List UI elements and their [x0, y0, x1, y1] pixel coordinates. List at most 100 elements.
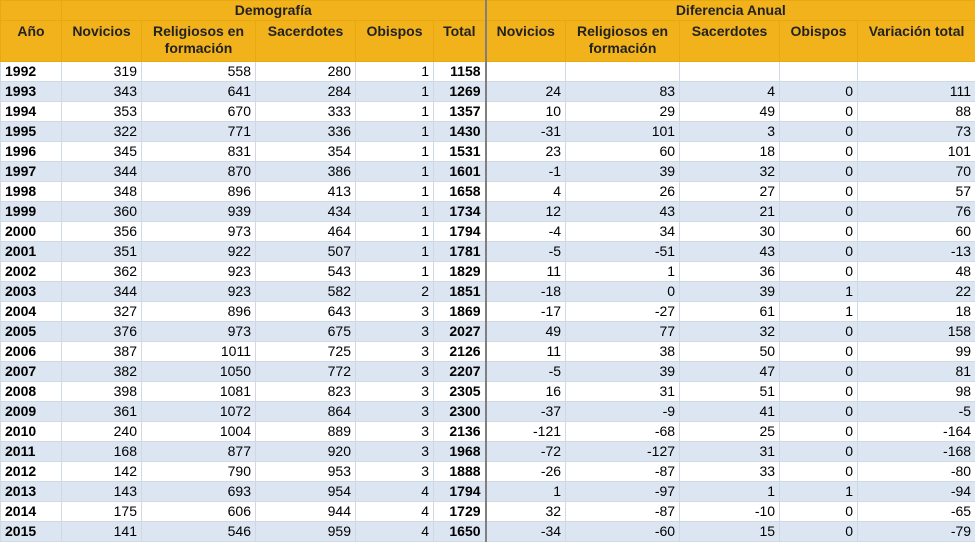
cell-obispos: 4 [355, 521, 434, 542]
cell-obispos: 3 [355, 341, 434, 362]
header-spacer [0, 0, 62, 21]
cell-novicios: 360 [61, 201, 142, 222]
cell-diff-obispos: 0 [779, 101, 859, 122]
cell-diff-obispos: 0 [779, 441, 859, 462]
table-header: Demografía Diferencia Anual Año Novicios… [0, 0, 975, 62]
cell-diff-sacerdotes: 18 [679, 141, 781, 162]
cell-diff-novicios: -18 [485, 281, 567, 302]
cell-diff-novicios: 24 [485, 81, 567, 102]
cell-novicios: 348 [61, 181, 142, 202]
cell-diff-obispos: 1 [779, 281, 859, 302]
cell-variacion-total: 73 [857, 121, 975, 142]
cell-year: 2002 [0, 261, 62, 282]
cell-religiosos: 546 [141, 521, 256, 542]
cell-diff-novicios: 1 [485, 481, 567, 502]
cell-total: 2027 [432, 321, 487, 342]
cell-religiosos: 670 [141, 101, 256, 122]
cell-obispos: 1 [355, 241, 434, 262]
cell-diff-religiosos: 101 [565, 121, 681, 142]
cell-variacion-total [857, 61, 975, 82]
cell-diff-novicios: -34 [485, 521, 567, 542]
cell-total: 2305 [432, 381, 487, 402]
col-header-diff-obispos: Obispos [779, 20, 859, 62]
cell-diff-obispos: 0 [779, 521, 859, 542]
table-row: 2008 398 1081 823 3 2305 16 31 51 0 98 [0, 381, 975, 402]
table-row: 2014 175 606 944 4 1729 32 -87 -10 0 -65 [0, 501, 975, 522]
cell-novicios: 345 [61, 141, 142, 162]
cell-sacerdotes: 582 [255, 281, 356, 302]
cell-novicios: 376 [61, 321, 142, 342]
cell-novicios: 398 [61, 381, 142, 402]
cell-variacion-total: -65 [857, 501, 975, 522]
cell-total: 1968 [432, 441, 487, 462]
cell-diff-novicios [485, 61, 567, 82]
cell-novicios: 382 [61, 361, 142, 382]
cell-diff-religiosos: 60 [565, 141, 681, 162]
cell-year: 2004 [0, 301, 62, 322]
cell-obispos: 1 [355, 221, 434, 242]
cell-diff-sacerdotes: 15 [679, 521, 781, 542]
cell-religiosos: 831 [141, 141, 256, 162]
cell-diff-religiosos: 26 [565, 181, 681, 202]
cell-diff-obispos: 0 [779, 201, 859, 222]
cell-religiosos: 923 [141, 261, 256, 282]
cell-novicios: 344 [61, 281, 142, 302]
group-header-row: Demografía Diferencia Anual [0, 0, 975, 21]
col-header-diff-religiosos: Religiosos en formación [565, 20, 681, 62]
cell-diff-obispos: 0 [779, 341, 859, 362]
cell-diff-novicios: -26 [485, 461, 567, 482]
cell-diff-sacerdotes: 41 [679, 401, 781, 422]
cell-religiosos: 896 [141, 181, 256, 202]
cell-sacerdotes: 543 [255, 261, 356, 282]
cell-variacion-total: 81 [857, 361, 975, 382]
cell-obispos: 3 [355, 401, 434, 422]
table-row: 2015 141 546 959 4 1650 -34 -60 15 0 -79 [0, 521, 975, 542]
cell-year: 2015 [0, 521, 62, 542]
cell-diff-religiosos: -127 [565, 441, 681, 462]
cell-year: 2005 [0, 321, 62, 342]
cell-religiosos: 877 [141, 441, 256, 462]
cell-obispos: 3 [355, 301, 434, 322]
cell-diff-religiosos: 83 [565, 81, 681, 102]
cell-religiosos: 973 [141, 321, 256, 342]
cell-total: 1650 [432, 521, 487, 542]
table-body: 1992 319 558 280 1 1158 1993 343 641 284 1 1269 24 83… [0, 61, 975, 542]
table-row: 1995 322 771 336 1 1430 -31 101 3 0 73 [0, 121, 975, 142]
cell-diff-religiosos: -60 [565, 521, 681, 542]
cell-religiosos: 693 [141, 481, 256, 502]
cell-sacerdotes: 725 [255, 341, 356, 362]
cell-obispos: 3 [355, 361, 434, 382]
cell-obispos: 1 [355, 201, 434, 222]
cell-diff-novicios: 23 [485, 141, 567, 162]
cell-obispos: 3 [355, 441, 434, 462]
cell-year: 2012 [0, 461, 62, 482]
cell-total: 1851 [432, 281, 487, 302]
column-header-row: Año Novicios Religiosos en formación Sac… [0, 20, 975, 62]
cell-variacion-total: -164 [857, 421, 975, 442]
group-demografia: Demografía [60, 0, 487, 21]
cell-diff-sacerdotes: 51 [679, 381, 781, 402]
cell-novicios: 142 [61, 461, 142, 482]
cell-year: 2000 [0, 221, 62, 242]
cell-total: 1601 [432, 161, 487, 182]
cell-diff-obispos: 1 [779, 481, 859, 502]
cell-diff-sacerdotes: 30 [679, 221, 781, 242]
cell-diff-novicios: 11 [485, 341, 567, 362]
table-row: 2000 356 973 464 1 1794 -4 34 30 0 60 [0, 221, 975, 242]
col-header-novicios: Novicios [61, 20, 142, 62]
table-row: 1998 348 896 413 1 1658 4 26 27 0 57 [0, 181, 975, 202]
cell-religiosos: 870 [141, 161, 256, 182]
cell-novicios: 322 [61, 121, 142, 142]
cell-novicios: 240 [61, 421, 142, 442]
col-header-diff-sacerdotes: Sacerdotes [679, 20, 781, 62]
cell-diff-religiosos: -68 [565, 421, 681, 442]
cell-total: 2300 [432, 401, 487, 422]
cell-sacerdotes: 413 [255, 181, 356, 202]
cell-religiosos: 1050 [141, 361, 256, 382]
cell-year: 2003 [0, 281, 62, 302]
cell-diff-obispos: 0 [779, 241, 859, 262]
cell-diff-religiosos: 77 [565, 321, 681, 342]
cell-sacerdotes: 772 [255, 361, 356, 382]
cell-religiosos: 558 [141, 61, 256, 82]
cell-diff-religiosos: 39 [565, 361, 681, 382]
